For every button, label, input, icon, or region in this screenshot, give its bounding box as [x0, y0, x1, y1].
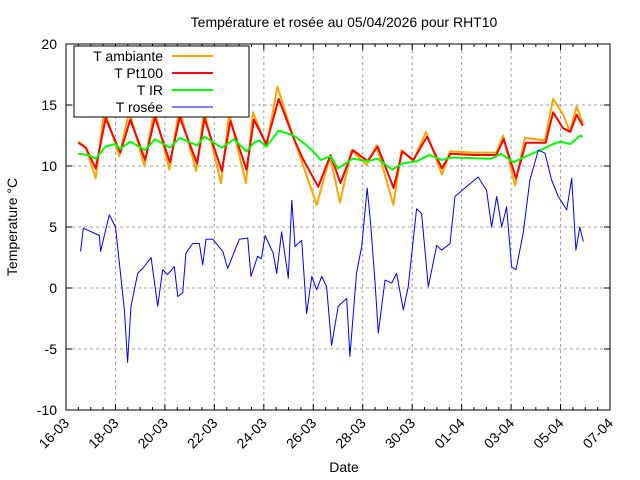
chart-title: Température et rosée au 05/04/2026 pour …: [191, 14, 498, 30]
x-tick-label: 20-03: [134, 415, 171, 452]
series-lines: [77, 85, 584, 363]
x-tick-label: 01-04: [431, 415, 468, 452]
legend-box: [73, 45, 250, 118]
x-tick-label: 30-03: [382, 415, 419, 452]
series-line-t-ir: [78, 129, 584, 171]
y-tick-label: -10: [37, 402, 57, 418]
x-tick-label: 05-04: [530, 415, 567, 452]
x-tick-label: 24-03: [233, 415, 270, 452]
x-tick-label: 26-03: [283, 415, 320, 452]
x-tick-label: 18-03: [85, 415, 122, 452]
x-tick-label: 07-04: [579, 415, 616, 452]
x-axis-label: Date: [329, 459, 359, 475]
y-tick-label: 10: [41, 158, 57, 174]
y-axis-ticks: -10 -5 0 5 10 15 20: [37, 36, 610, 418]
x-tick-label: 28-03: [332, 415, 369, 452]
legend-label: T Pt100: [114, 65, 163, 81]
y-tick-label: 5: [49, 219, 57, 235]
y-tick-label: 20: [41, 36, 57, 52]
x-tick-label: 16-03: [35, 415, 72, 452]
grid: [66, 44, 610, 410]
series-line-t-ros-e: [80, 149, 584, 363]
legend-label: T IR: [137, 82, 163, 98]
x-tick-label: 03-04: [481, 415, 518, 452]
y-tick-label: 0: [49, 280, 57, 296]
legend-label: T rosée: [116, 99, 163, 115]
legend-label: T ambiante: [93, 48, 163, 64]
x-tick-label: 22-03: [184, 415, 221, 452]
y-tick-label: -5: [45, 341, 58, 357]
y-tick-label: 15: [41, 97, 57, 113]
y-axis-label: Temperature °C: [4, 178, 20, 276]
